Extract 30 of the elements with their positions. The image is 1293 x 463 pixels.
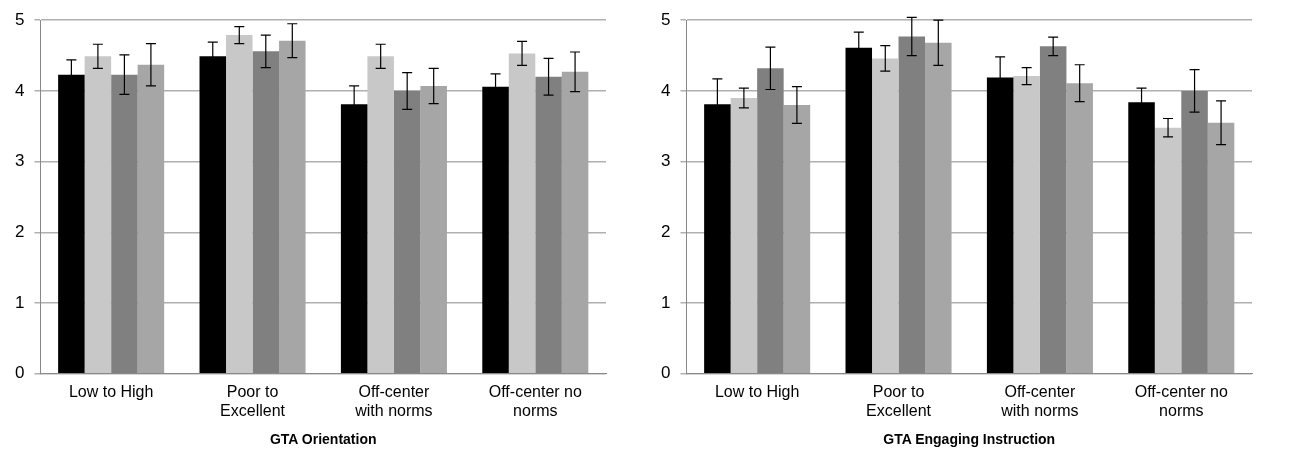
bar	[84, 56, 112, 374]
y-tick-label: 0	[14, 363, 25, 383]
x-axis-title: GTA Orientation	[269, 431, 377, 448]
y-tick-label: 4	[660, 80, 671, 100]
x-tick-label: Off-center no norms	[1134, 382, 1228, 420]
bar	[226, 35, 253, 374]
x-tick-label: Off-center with norms	[354, 382, 433, 420]
bar	[730, 97, 758, 374]
x-tick-label: Off-center no norms	[488, 382, 582, 420]
y-tick-label: 5	[660, 9, 671, 29]
x-axis-title: GTA Engaging Instruction	[883, 431, 1056, 448]
bar	[1154, 127, 1182, 374]
y-tick-label: 3	[660, 151, 671, 171]
y-tick-label: 4	[14, 80, 25, 100]
y-tick-label: 3	[14, 151, 25, 171]
bar	[872, 58, 899, 374]
x-tick-label: Low to High	[68, 382, 154, 400]
y-tick-label: 1	[660, 292, 671, 312]
bar	[367, 56, 394, 374]
x-tick-label: Poor to Excellent	[866, 382, 932, 420]
y-tick-label: 2	[660, 222, 671, 242]
y-tick-label: 5	[14, 9, 25, 29]
x-tick-label: Poor to Excellent	[220, 382, 286, 420]
y-tick-label: 2	[14, 222, 25, 242]
x-tick-label: Off-center with norms	[1000, 382, 1079, 420]
y-tick-label: 0	[660, 363, 671, 383]
x-tick-label: Low to High	[714, 382, 800, 400]
bar	[508, 53, 536, 374]
bar	[1013, 76, 1040, 374]
y-tick-label: 1	[14, 292, 25, 312]
